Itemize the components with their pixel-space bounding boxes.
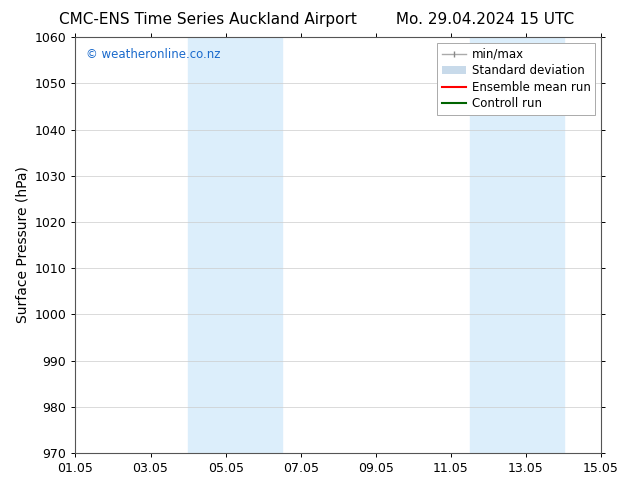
Bar xyxy=(207,37,282,453)
Text: © weatheronline.co.nz: © weatheronline.co.nz xyxy=(86,48,221,61)
Legend: min/max, Standard deviation, Ensemble mean run, Controll run: min/max, Standard deviation, Ensemble me… xyxy=(437,43,595,115)
Bar xyxy=(507,37,564,453)
Y-axis label: Surface Pressure (hPa): Surface Pressure (hPa) xyxy=(15,167,29,323)
Bar xyxy=(470,37,507,453)
Bar xyxy=(188,37,207,453)
Text: CMC-ENS Time Series Auckland Airport        Mo. 29.04.2024 15 UTC: CMC-ENS Time Series Auckland Airport Mo.… xyxy=(60,12,574,27)
